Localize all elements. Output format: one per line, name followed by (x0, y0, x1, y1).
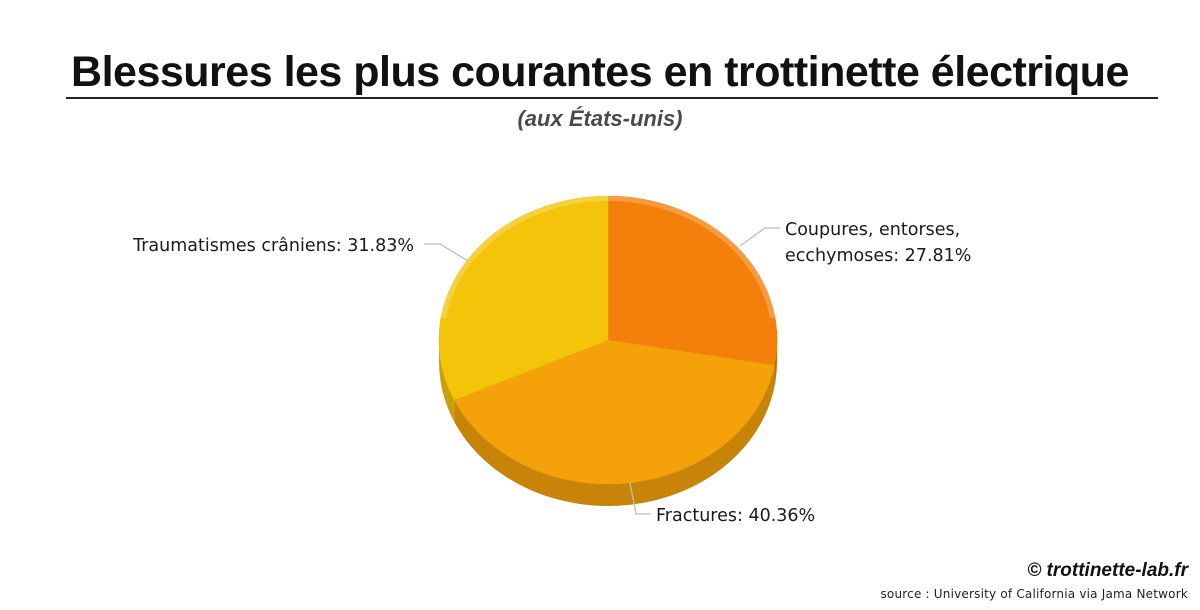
pie-side-coupures-entorses-ecchymoses (774, 340, 777, 388)
pie-slice-coupures-entorses-ecchymoses (607, 195, 778, 366)
slice-label-fractures-line1: Fractures: 40.36% (656, 506, 815, 526)
leader-line-fractures (629, 482, 651, 515)
pie-slices (438, 195, 778, 485)
pie-depth-layer (439, 340, 777, 506)
slice-label-fractures: Fractures: 40.36% (656, 506, 815, 526)
chart-subtitle: (aux États-unis) (517, 106, 683, 131)
slice-label-coupures: Coupures, entorses, ecchymoses: 27.81% (785, 220, 971, 266)
slice-label-traumatismes-line1: Traumatismes crâniens: 31.83% (132, 236, 414, 256)
pie-slice-fractures (453, 339, 775, 485)
slice-label-traumatismes: Traumatismes crâniens: 31.83% (132, 236, 414, 256)
pie-side-traumatismes-craniens (439, 340, 455, 422)
chart-title: Blessures les plus courantes en trottine… (71, 48, 1129, 96)
pie-side-fractures (454, 365, 775, 506)
leader-line-coupures (739, 227, 780, 247)
title-underline (66, 97, 1158, 99)
slice-label-coupures-line2: ecchymoses: 27.81% (785, 246, 971, 266)
source-credit: source : University of California via Ja… (880, 587, 1188, 601)
pie-slice-traumatismes-craniens (438, 195, 609, 401)
slice-label-coupures-line1: Coupures, entorses, (785, 220, 960, 240)
leader-line-traumatismes (424, 243, 469, 262)
pie-labels: Coupures, entorses, ecchymoses: 27.81% F… (132, 220, 971, 526)
brand-watermark: © trottinette-lab.fr (1027, 560, 1188, 581)
